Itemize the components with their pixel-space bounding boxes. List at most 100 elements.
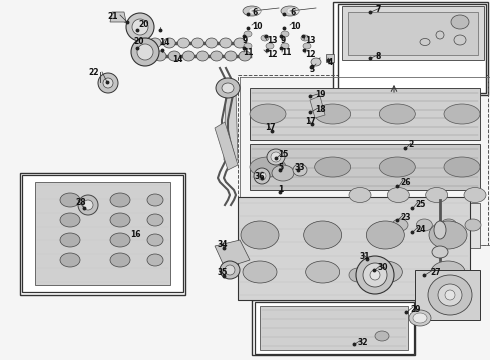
Ellipse shape [147,234,163,246]
Ellipse shape [444,157,480,177]
Text: 18: 18 [315,105,326,114]
Ellipse shape [281,31,289,37]
Text: 15: 15 [278,150,289,159]
Bar [238,75,488,245]
Ellipse shape [147,254,163,266]
Ellipse shape [420,39,430,45]
Ellipse shape [60,233,80,247]
Ellipse shape [387,188,409,202]
Text: 14: 14 [159,38,170,47]
Ellipse shape [244,31,252,37]
Ellipse shape [375,331,389,341]
Ellipse shape [266,43,274,49]
Text: 2: 2 [408,140,413,149]
Ellipse shape [261,35,269,41]
Text: 35: 35 [218,268,228,277]
Ellipse shape [434,221,446,239]
Ellipse shape [311,58,321,66]
Ellipse shape [451,15,469,29]
Ellipse shape [368,261,402,283]
Text: 13: 13 [305,36,316,45]
Ellipse shape [177,38,189,48]
Ellipse shape [392,219,408,231]
Ellipse shape [465,219,481,231]
Text: 17: 17 [305,117,316,126]
Ellipse shape [416,219,432,231]
Ellipse shape [281,6,299,16]
Ellipse shape [426,188,448,202]
Ellipse shape [149,38,161,48]
Ellipse shape [429,221,467,249]
Ellipse shape [182,51,195,61]
Ellipse shape [225,265,235,275]
Polygon shape [338,4,486,93]
Polygon shape [260,306,408,350]
Ellipse shape [301,35,309,41]
Ellipse shape [211,51,222,61]
Ellipse shape [196,51,209,61]
Text: 25: 25 [415,200,425,209]
Ellipse shape [349,268,367,282]
Ellipse shape [349,188,371,202]
Ellipse shape [370,270,380,280]
Text: 3: 3 [310,65,315,74]
Polygon shape [326,54,334,62]
Text: 1: 1 [278,185,283,194]
Ellipse shape [216,78,240,98]
Ellipse shape [225,51,237,61]
Ellipse shape [258,172,266,180]
Text: 9: 9 [243,36,248,45]
Text: 24: 24 [415,225,425,234]
Text: 23: 23 [400,213,411,222]
Ellipse shape [110,213,130,227]
Ellipse shape [454,35,466,45]
Ellipse shape [293,164,307,176]
Ellipse shape [254,168,270,184]
Text: 9: 9 [281,36,286,45]
Ellipse shape [379,157,416,177]
Ellipse shape [267,149,285,165]
Ellipse shape [431,261,465,283]
Text: 21: 21 [107,12,118,21]
Ellipse shape [428,275,472,315]
Text: 31: 31 [360,252,370,261]
Text: 7: 7 [375,5,380,14]
Ellipse shape [192,38,203,48]
Text: 20: 20 [133,37,144,46]
Ellipse shape [60,213,80,227]
Bar [252,300,415,355]
Bar [333,2,488,95]
Ellipse shape [137,44,153,60]
Ellipse shape [432,246,448,258]
Ellipse shape [306,261,340,283]
Polygon shape [215,240,250,268]
Text: 26: 26 [400,178,411,187]
Ellipse shape [60,193,80,207]
Text: 32: 32 [358,338,368,347]
Ellipse shape [272,165,294,181]
Ellipse shape [126,13,154,41]
Ellipse shape [60,253,80,267]
Bar [20,173,185,295]
Polygon shape [22,175,183,292]
Ellipse shape [168,51,180,61]
Ellipse shape [163,38,175,48]
Ellipse shape [103,78,113,88]
Polygon shape [348,12,478,55]
Ellipse shape [241,221,279,249]
Ellipse shape [110,253,130,267]
Text: 29: 29 [410,305,420,314]
Ellipse shape [244,43,252,49]
Polygon shape [35,182,170,285]
Ellipse shape [250,157,286,177]
Polygon shape [110,12,126,22]
Ellipse shape [98,73,118,93]
Text: 20: 20 [138,20,148,29]
Ellipse shape [444,104,480,124]
Ellipse shape [206,38,218,48]
Text: 13: 13 [267,36,277,45]
Ellipse shape [363,263,387,287]
Ellipse shape [78,195,98,215]
Ellipse shape [222,83,234,93]
Ellipse shape [315,157,351,177]
